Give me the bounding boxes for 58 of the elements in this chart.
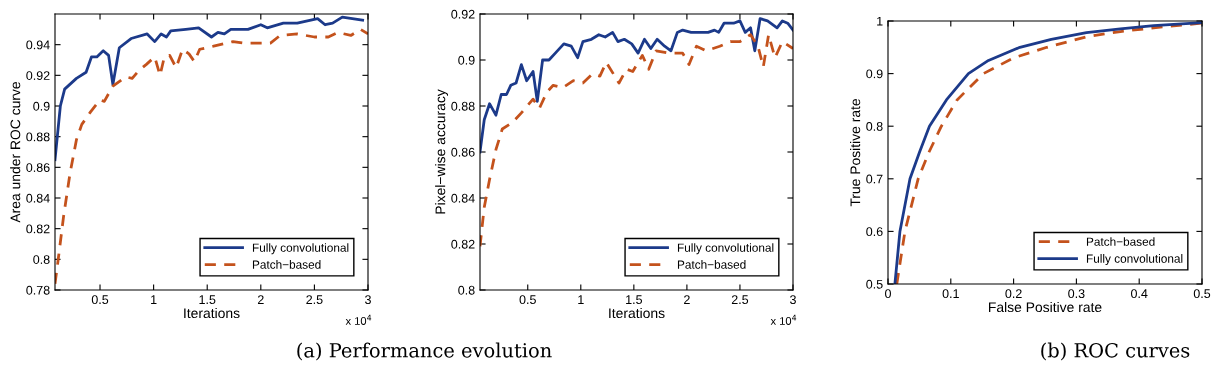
y-axis-title: True Positive rate [850,98,861,207]
y-tick-label: 0.84 [26,193,50,203]
text: (b) ROC curves [1041,342,1190,361]
x-axis-title: Iterations [609,307,665,319]
y-tick-label: 0.6 [866,227,883,237]
legend-label: Fully convolutional [677,243,774,255]
y-tick-label: 0.9 [866,69,883,79]
legend-label: Fully convolutional [1086,254,1183,266]
y-tick-label: 0.84 [451,193,475,203]
x-tick-label: 0.2 [1005,289,1022,299]
y-tick-label: 0.82 [26,224,50,234]
x-tick-label: 0.5 [519,295,536,305]
y-tick-label: 0.8 [33,255,50,264]
x-tick-label: 1 [151,295,157,304]
x-tick-label: 0.4 [1131,289,1148,299]
x-tick-label: 2 [684,295,690,304]
x-tick-label: 0.5 [91,295,109,305]
x-tick-label: 1.5 [199,295,216,305]
y-tick-label: 0.9 [33,101,50,111]
text: (a) Performance evolution [297,342,552,361]
y-tick-label: 0.88 [26,132,50,142]
y-tick-label: 0.94 [26,40,50,50]
x-tick-label: 3 [790,295,796,305]
legend-label: Patch−based [252,260,321,269]
x-tick-label: 3 [365,295,371,305]
x-axis-title: Iterations [184,307,240,319]
x-tick-label: 1 [578,295,584,304]
x-axis-title: False Positive rate [989,301,1102,313]
x-tick-label: 0 [885,289,891,299]
x-tick-label: 0.1 [942,289,959,299]
y-tick-label: 0.78 [26,285,50,295]
text: x 10$^{4}$ [770,314,797,325]
text: x 10$^{4}$ [345,314,372,325]
x-tick-label: 0.5 [1193,289,1211,299]
y-tick-label: 0.9 [458,55,475,65]
x-tick-label: 0.3 [1068,289,1085,299]
y-tick-label: 0.88 [451,101,475,111]
y-tick-label: 0.8 [458,285,475,295]
x-tick-label: 2.5 [306,295,323,305]
y-tick-label: 0.92 [451,9,475,19]
y-axis-title: Pixel−wise accuracy [435,89,449,214]
y-tick-label: 0.5 [866,279,883,289]
y-tick-label: 0.92 [26,71,50,80]
legend-label: Fully convolutional [252,243,349,255]
y-tick-label: 0.86 [26,163,50,172]
y-tick-label: 0.82 [451,239,475,249]
x-tick-label: 2.5 [731,295,749,305]
legend-label: Patch−based [1086,237,1155,246]
y-axis-title: Area under ROC curve [10,81,21,223]
x-tick-label: 1.5 [626,295,643,305]
y-tick-label: 0.86 [451,147,475,157]
y-tick-label: 1 [877,16,883,26]
line-series [480,17,793,154]
line-series [55,27,368,286]
legend-label: Patch−based [677,260,746,269]
x-tick-label: 2 [257,295,264,304]
y-tick-label: 0.8 [866,122,883,131]
y-tick-label: 0.7 [866,174,883,184]
